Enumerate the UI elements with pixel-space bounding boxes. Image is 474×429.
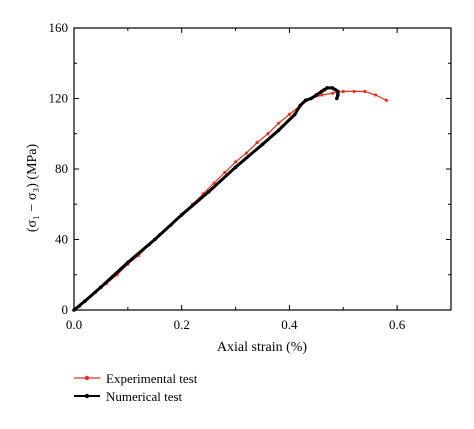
legend-label-0: Experimental test xyxy=(106,371,198,386)
plot-frame xyxy=(73,27,452,311)
series-point-1 xyxy=(298,103,303,108)
series-point-1 xyxy=(314,93,319,97)
legend-label-1: Numerical test xyxy=(106,389,183,404)
series-point-0 xyxy=(352,89,356,94)
series-layer xyxy=(72,86,388,312)
x-axis: 0.0 0.2 0.4 0.6 xyxy=(66,28,406,332)
plot-area xyxy=(73,27,452,311)
series-point-1 xyxy=(260,142,265,147)
series-point-0 xyxy=(320,93,324,97)
series-point-0 xyxy=(212,181,216,185)
series-line-0 xyxy=(73,90,387,311)
legend-swatch-marker-1 xyxy=(84,393,90,399)
y-tick-label: 160 xyxy=(49,20,69,35)
series-point-1 xyxy=(206,190,211,194)
y-tick-label: 40 xyxy=(55,232,68,247)
legend-swatch-marker-0 xyxy=(84,375,90,381)
series-point-1 xyxy=(126,260,130,265)
series-point-0 xyxy=(244,151,248,155)
series-point-1 xyxy=(335,96,339,101)
series-point-1 xyxy=(333,87,338,92)
series-point-1 xyxy=(336,89,340,94)
series-point-1 xyxy=(322,87,327,92)
series-point-1 xyxy=(179,213,184,217)
series-point-0 xyxy=(277,121,281,125)
series-point-1 xyxy=(309,96,313,101)
series-point-1 xyxy=(82,299,87,303)
y-axis: 0 40 80 120 160 xyxy=(49,20,451,317)
series-point-0 xyxy=(233,160,238,164)
series-point-0 xyxy=(341,89,345,94)
series-point-1 xyxy=(330,86,335,90)
y-tick-label: 80 xyxy=(55,161,68,176)
series-point-0 xyxy=(374,93,378,97)
x-tick-label: 0.6 xyxy=(389,317,406,332)
series-point-1 xyxy=(99,285,103,289)
series-point-0 xyxy=(363,89,367,94)
y-tick-label: 0 xyxy=(62,302,69,317)
series-point-1 xyxy=(319,89,324,94)
legend: Experimental test Numerical test xyxy=(74,371,198,404)
y-tick-label: 120 xyxy=(49,91,69,106)
series-point-1 xyxy=(233,165,238,170)
x-tick-label: 0.4 xyxy=(281,317,298,332)
series-point-1 xyxy=(293,112,297,117)
series-point-1 xyxy=(276,128,281,133)
series-point-0 xyxy=(255,140,259,145)
series-point-1 xyxy=(152,237,157,242)
x-axis-label: Axial strain (%) xyxy=(217,340,308,355)
series-line-1 xyxy=(73,86,340,312)
series-point-0 xyxy=(266,132,270,136)
x-tick-label: 0.0 xyxy=(66,317,82,332)
series-point-1 xyxy=(303,98,308,103)
series-point-0 xyxy=(330,91,335,95)
series-point-0 xyxy=(287,112,292,116)
series-point-0 xyxy=(223,170,227,175)
series-point-1 xyxy=(336,93,340,97)
series-point-1 xyxy=(72,308,76,312)
series-point-1 xyxy=(325,86,329,90)
y-axis-label: (σ₁ − σ₃) (MPa) xyxy=(25,143,40,232)
series-point-0 xyxy=(384,98,388,102)
x-tick-label: 0.2 xyxy=(174,317,190,332)
